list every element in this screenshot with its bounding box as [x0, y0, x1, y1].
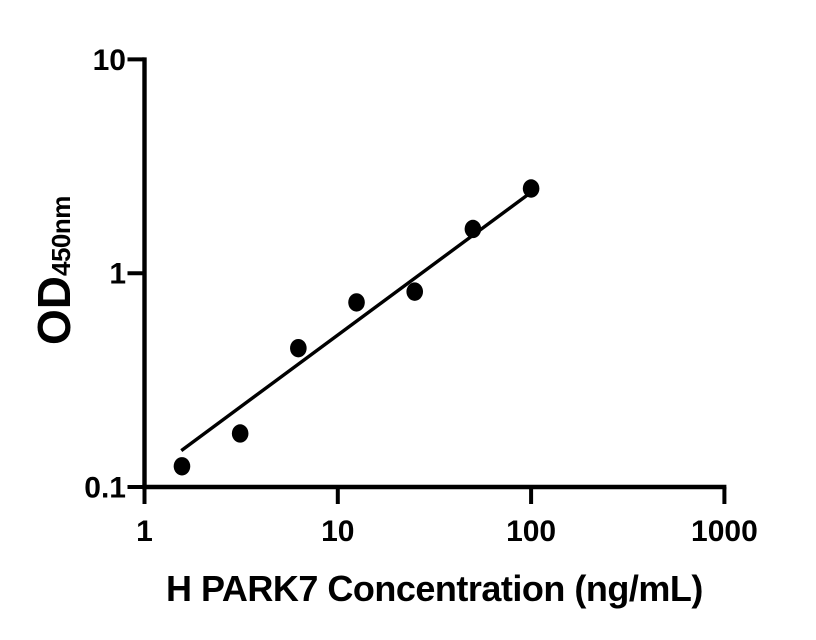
data-point-2 — [290, 338, 307, 358]
data-point-1 — [231, 424, 249, 443]
x-tick-label-1000: 1000 — [691, 515, 758, 548]
data-point-5 — [464, 219, 482, 239]
y-tick-label-10: 10 — [93, 44, 126, 77]
y-axis-title-subscript: 450nm — [46, 196, 76, 276]
data-point-3 — [348, 293, 365, 312]
data-point-0 — [173, 457, 191, 476]
y-tick-label-0.1: 0.1 — [84, 472, 126, 505]
x-tick-label-100: 100 — [506, 515, 556, 548]
y-axis-title: OD450nm — [28, 196, 80, 345]
x-tick-label-10: 10 — [321, 515, 354, 548]
data-point-6 — [522, 179, 540, 198]
y-axis-title-main: OD — [28, 276, 80, 345]
y-tick-label-1: 1 — [109, 258, 126, 291]
x-axis-title: H PARK7 Concentration (ng/mL) — [166, 568, 703, 609]
data-point-4 — [406, 282, 424, 301]
x-tick-label-1: 1 — [136, 515, 153, 548]
